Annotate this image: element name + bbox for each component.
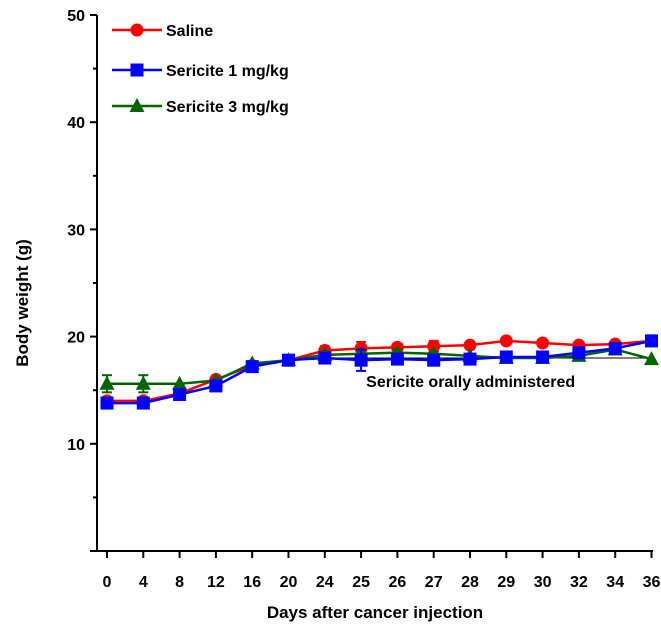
data-point: [499, 334, 513, 348]
y-axis-title: Body weight (g): [13, 239, 32, 366]
data-point: [173, 387, 187, 401]
legend-marker: [129, 98, 145, 112]
y-tick-label: 20: [67, 330, 85, 347]
x-tick-label: 30: [534, 574, 552, 591]
data-point: [644, 351, 659, 366]
legend-item: Sericite 3 mg/kg: [112, 98, 289, 116]
series-line: [107, 348, 652, 386]
annotation-label: Sericite orally administered: [366, 374, 575, 391]
data-point: [100, 396, 114, 410]
data-point: [172, 375, 188, 390]
y-tick-label: 40: [67, 115, 85, 132]
legend-item: Saline: [112, 23, 213, 40]
x-tick-label: 0: [103, 574, 112, 591]
data-point: [99, 375, 115, 390]
legend-label: Sericite 3 mg/kg: [166, 99, 289, 116]
data-point: [463, 352, 477, 366]
legend-item: Sericite 1 mg/kg: [112, 63, 289, 80]
x-tick-label: 8: [175, 574, 184, 591]
x-tick-label: 34: [606, 574, 624, 591]
data-point: [282, 353, 295, 367]
x-tick-label: 16: [243, 574, 261, 591]
data-point: [463, 338, 477, 352]
x-tick-label: 36: [643, 574, 661, 591]
legend-label: Sericite 1 mg/kg: [166, 63, 289, 80]
series-layer: [99, 334, 659, 410]
data-point: [136, 396, 150, 410]
data-point: [499, 350, 513, 364]
series-line: [107, 339, 652, 403]
x-axis-title: Days after cancer injection: [267, 603, 483, 622]
data-point: [572, 346, 586, 360]
series-square: [100, 334, 658, 410]
x-tick-label: 24: [316, 574, 334, 591]
x-tick-label: 25: [352, 574, 370, 591]
legend-marker: [130, 63, 144, 77]
y-tick-label: 50: [67, 8, 85, 25]
x-tick-label: 26: [389, 574, 407, 591]
data-point: [427, 353, 441, 367]
data-point: [354, 353, 368, 367]
legend: Saline Sericite 1 mg/kg Sericite 3 mg/kg: [112, 23, 289, 116]
data-point: [645, 334, 658, 348]
data-point: [135, 375, 151, 390]
x-tick-label: 32: [570, 574, 588, 591]
data-point: [536, 336, 550, 350]
x-tick-label: 28: [461, 574, 479, 591]
data-point: [318, 351, 332, 365]
legend-label: Saline: [166, 23, 213, 40]
data-point: [390, 352, 404, 366]
data-point: [608, 341, 622, 355]
x-tick-label: 4: [139, 574, 148, 591]
series-line: [107, 339, 652, 405]
y-tick-label: 10: [67, 437, 85, 454]
x-tick-label: 27: [425, 574, 443, 591]
x-tick-label: 12: [207, 574, 225, 591]
x-tick-label: 29: [497, 574, 515, 591]
legend-marker: [130, 23, 144, 37]
data-point: [245, 360, 259, 374]
data-point: [536, 350, 550, 364]
data-point: [209, 379, 223, 393]
x-tick-label: 20: [280, 574, 298, 591]
y-tick-label: 30: [67, 222, 85, 239]
axes-layer: 10 20 30 40 50 0 4 8 12 16 20 24 25 26 27 28 29 30 32 34 36: [67, 8, 660, 591]
